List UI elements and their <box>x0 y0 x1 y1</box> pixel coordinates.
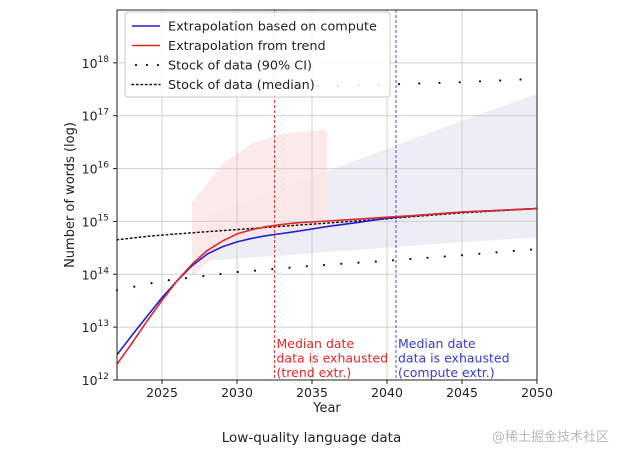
ci-point <box>391 259 395 262</box>
ci-point <box>409 257 412 261</box>
vline-label-line: data is exhausted <box>398 351 510 366</box>
legend-label: Extrapolation from trend <box>168 39 326 54</box>
ci-point <box>219 272 222 276</box>
ci-point <box>167 279 170 282</box>
x-tick-label: 2050 <box>521 385 553 400</box>
ci-point <box>374 260 377 263</box>
ci-point <box>458 81 461 84</box>
series-line-compute <box>116 207 538 356</box>
ci-point <box>529 248 533 251</box>
series-layer <box>115 78 538 365</box>
ci-point <box>133 285 136 288</box>
plot-frame <box>116 9 538 381</box>
ci-point <box>357 261 360 264</box>
ci-point <box>150 282 153 285</box>
legend-swatch-dot <box>156 63 160 67</box>
ci-point <box>512 249 515 253</box>
vline-label-line: (trend extr.) <box>277 365 352 380</box>
y-tick-label: 1012 <box>82 372 109 388</box>
vline-label-line: data is exhausted <box>277 351 389 366</box>
ci-point <box>478 80 482 83</box>
legend-label: Stock of data (90% CI) <box>168 59 312 74</box>
legend-label: Stock of data (median) <box>168 78 315 93</box>
axes: 2025 2030 2035 2040 2045 2050 1012 1013 1014 1015… <box>82 55 553 400</box>
ci-point <box>499 79 502 82</box>
ci-point <box>426 256 429 259</box>
series-line-stock-median <box>116 207 538 241</box>
y-tick-label: 1016 <box>82 161 110 177</box>
chart-caption: Low-quality language data <box>221 430 402 446</box>
ci-point <box>397 83 401 86</box>
legend-swatch-dot <box>134 63 138 67</box>
x-axis-label: Year <box>312 401 341 416</box>
ci-point <box>418 82 421 85</box>
y-tick-label: 1018 <box>82 55 110 71</box>
y-tick-label: 1013 <box>82 319 109 335</box>
legend-swatch-dot <box>145 63 149 67</box>
y-tick-label: 1014 <box>82 266 110 282</box>
watermark: @稀土掘金技术社区 <box>491 430 609 445</box>
ci-point <box>443 255 446 258</box>
series-line-trend <box>116 207 538 365</box>
vline-label-line: (compute extr.) <box>398 365 495 380</box>
ci-point <box>184 277 188 280</box>
ci-point <box>438 81 441 84</box>
y-axis-label: Number of words (log) <box>63 122 78 268</box>
vline-label-line: Median date <box>277 336 355 351</box>
ci-point <box>478 252 481 255</box>
y-tick-label: 1015 <box>82 213 109 229</box>
legend: Extrapolation based on compute Extrapolat… <box>124 11 391 98</box>
ci-point <box>202 275 205 278</box>
ci-point <box>288 266 291 269</box>
ci-point <box>340 262 343 265</box>
ci-point <box>236 270 239 274</box>
ci-point <box>322 263 326 267</box>
x-tick-label: 2040 <box>371 385 403 400</box>
x-tick-label: 2035 <box>296 385 328 400</box>
y-tick-label: 1017 <box>82 108 109 124</box>
legend-box <box>124 11 391 98</box>
ci-point <box>305 265 308 268</box>
ci-point <box>495 251 498 254</box>
legend-label: Extrapolation based on compute <box>168 20 377 35</box>
ci-point <box>271 268 274 271</box>
ci-point <box>519 78 522 81</box>
x-tick-label: 2030 <box>221 385 253 400</box>
ci-point <box>460 254 464 257</box>
x-tick-label: 2045 <box>446 385 478 400</box>
ci-point <box>253 269 257 272</box>
x-tick-label: 2025 <box>146 385 178 400</box>
vline-label-line: Median date <box>398 336 476 351</box>
